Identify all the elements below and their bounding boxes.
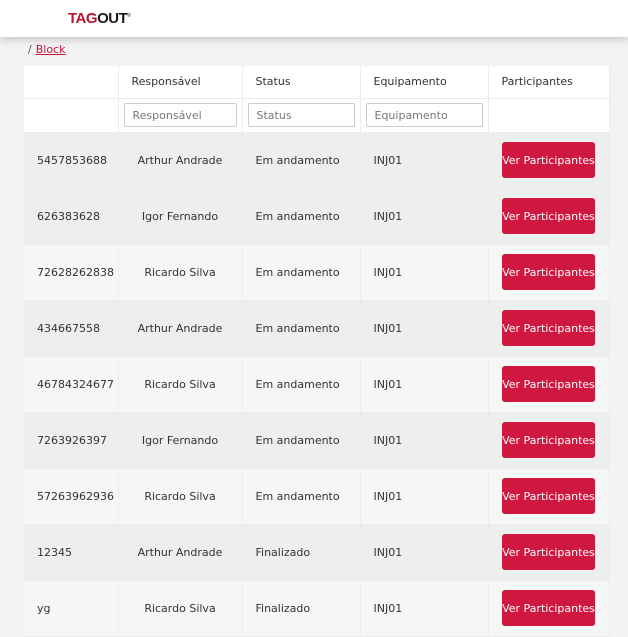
header-equipamento: Equipamento: [360, 66, 489, 99]
ver-participantes-button[interactable]: Ver Participantes: [502, 366, 595, 402]
row-status: Em andamento: [242, 468, 361, 525]
row-id: 46784324677: [24, 356, 119, 413]
table-row: 434667558 Arthur Andrade Em andamento IN…: [24, 300, 610, 357]
ver-participantes-button[interactable]: Ver Participantes: [502, 142, 595, 178]
row-status: Em andamento: [242, 300, 361, 357]
row-responsavel: Arthur Andrade: [118, 524, 243, 581]
header-id: [24, 66, 119, 99]
tagout-logo[interactable]: TAGOUT®: [68, 10, 131, 27]
row-id: 5457853688: [24, 132, 119, 189]
row-id: 12345: [24, 524, 119, 581]
table-row: 7263926397 Igor Fernando Em andamento IN…: [24, 412, 610, 469]
top-bar: TAGOUT®: [0, 0, 628, 37]
row-responsavel: Igor Fernando: [118, 412, 243, 469]
ver-participantes-button[interactable]: Ver Participantes: [502, 478, 595, 514]
ver-participantes-button[interactable]: Ver Participantes: [502, 590, 595, 626]
row-id: 72628262838: [24, 244, 119, 301]
table-row: 5457853688 Arthur Andrade Em andamento I…: [24, 132, 610, 189]
row-equipamento: INJ01: [360, 244, 489, 301]
ver-participantes-button[interactable]: Ver Participantes: [502, 198, 595, 234]
row-equipamento: INJ01: [360, 580, 489, 637]
row-equipamento: INJ01: [360, 300, 489, 357]
block-table: Responsável Status Equipamento Participa…: [24, 66, 610, 637]
table-row: yg Ricardo Silva Finalizado INJ01 Ver Pa…: [24, 580, 610, 637]
header-status: Status: [242, 66, 361, 99]
row-status: Em andamento: [242, 188, 361, 245]
table-row: 626383628 Igor Fernando Em andamento INJ…: [24, 188, 610, 245]
filter-row: [24, 98, 610, 133]
header-row: Responsável Status Equipamento Participa…: [24, 66, 610, 99]
row-responsavel: Igor Fernando: [118, 188, 243, 245]
row-id: 434667558: [24, 300, 119, 357]
row-status: Em andamento: [242, 356, 361, 413]
responsavel-filter-input[interactable]: [123, 103, 237, 127]
row-equipamento: INJ01: [360, 132, 489, 189]
row-equipamento: INJ01: [360, 356, 489, 413]
equipamento-filter-input[interactable]: [365, 103, 483, 127]
row-responsavel: Ricardo Silva: [118, 580, 243, 637]
row-responsavel: Arthur Andrade: [118, 300, 243, 357]
header-participantes: Participantes: [488, 66, 610, 99]
row-responsavel: Ricardo Silva: [118, 468, 243, 525]
row-responsavel: Ricardo Silva: [118, 356, 243, 413]
row-status: Em andamento: [242, 244, 361, 301]
row-equipamento: INJ01: [360, 468, 489, 525]
row-status: Em andamento: [242, 132, 361, 189]
row-status: Finalizado: [242, 524, 361, 581]
row-id: yg: [24, 580, 119, 637]
status-filter-input[interactable]: [247, 103, 355, 127]
table-row: 72628262838 Ricardo Silva Em andamento I…: [24, 244, 610, 301]
ver-participantes-button[interactable]: Ver Participantes: [502, 422, 595, 458]
row-equipamento: INJ01: [360, 188, 489, 245]
header-responsavel: Responsável: [118, 66, 243, 99]
ver-participantes-button[interactable]: Ver Participantes: [502, 254, 595, 290]
row-status: Finalizado: [242, 580, 361, 637]
row-status: Em andamento: [242, 412, 361, 469]
breadcrumb-block-link[interactable]: Block: [35, 43, 66, 56]
breadcrumb: / Block: [28, 43, 66, 56]
row-responsavel: Ricardo Silva: [118, 244, 243, 301]
table-row: 12345 Arthur Andrade Finalizado INJ01 Ve…: [24, 524, 610, 581]
table-row: 57263962936 Ricardo Silva Em andamento I…: [24, 468, 610, 525]
row-id: 7263926397: [24, 412, 119, 469]
row-id: 57263962936: [24, 468, 119, 525]
row-equipamento: INJ01: [360, 524, 489, 581]
row-id: 626383628: [24, 188, 119, 245]
row-responsavel: Arthur Andrade: [118, 132, 243, 189]
ver-participantes-button[interactable]: Ver Participantes: [502, 534, 595, 570]
ver-participantes-button[interactable]: Ver Participantes: [502, 310, 595, 346]
table-row: 46784324677 Ricardo Silva Em andamento I…: [24, 356, 610, 413]
row-equipamento: INJ01: [360, 412, 489, 469]
